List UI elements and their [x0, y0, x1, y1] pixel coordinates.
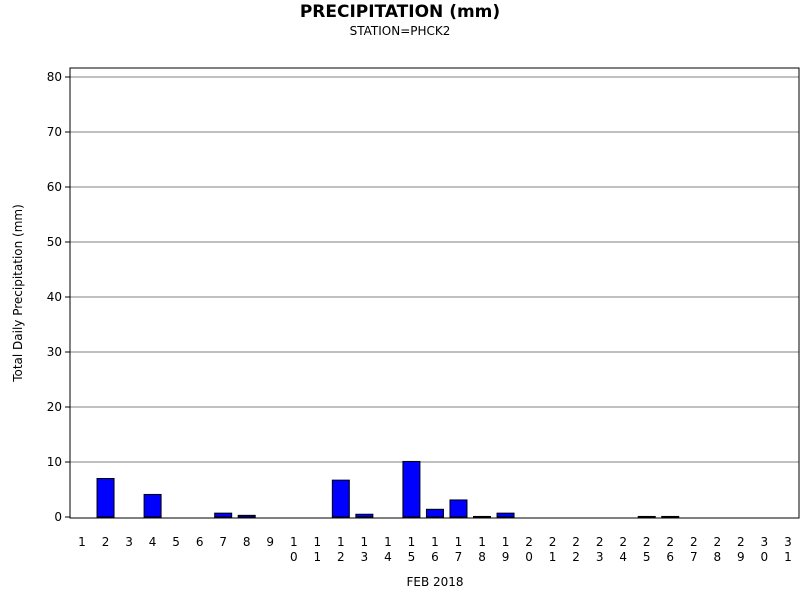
bar	[637, 515, 656, 518]
x-tick-label: 1	[549, 550, 557, 564]
y-tick-label: 10	[47, 455, 62, 469]
x-tick-label: 3	[596, 550, 604, 564]
x-tick-label: 7	[219, 535, 227, 549]
x-tick-label: 9	[737, 550, 745, 564]
bar	[96, 478, 115, 518]
x-tick-label: 7	[455, 550, 463, 564]
x-tick-label: 0	[290, 550, 298, 564]
x-tick-label: 6	[666, 550, 674, 564]
x-tick-label: 2	[572, 535, 580, 549]
y-tick-label: 20	[47, 400, 62, 414]
x-tick-label: 1	[478, 535, 486, 549]
x-tick-label: 1	[455, 535, 463, 549]
x-tick-label: 1	[431, 535, 439, 549]
y-tick-label: 0	[54, 510, 62, 524]
x-tick-label: 0	[761, 550, 769, 564]
x-tick-label: 6	[431, 550, 439, 564]
x-tick-label: 1	[313, 550, 321, 564]
x-tick-label: 3	[761, 535, 769, 549]
x-tick-label: 2	[337, 550, 345, 564]
x-tick-label: 1	[290, 535, 298, 549]
chart-title: PRECIPITATION (mm)	[300, 2, 500, 22]
y-tick-label: 60	[47, 180, 62, 194]
x-tick-label: 4	[384, 550, 392, 564]
x-tick-label: 2	[713, 535, 721, 549]
bar	[425, 508, 444, 518]
x-tick-label: 5	[643, 550, 651, 564]
bar	[473, 515, 492, 518]
bar	[331, 479, 350, 518]
x-tick-label: 1	[313, 535, 321, 549]
x-tick-label: 2	[666, 535, 674, 549]
x-tick-label: 5	[408, 550, 416, 564]
x-tick-label: 8	[478, 550, 486, 564]
x-tick-label: 1	[361, 535, 369, 549]
bar	[661, 515, 680, 518]
y-tick-label: 80	[47, 70, 62, 84]
bar-series	[96, 460, 680, 518]
x-tick-label: 6	[196, 535, 204, 549]
x-tick-label: 4	[149, 535, 157, 549]
x-tick-label: 9	[502, 550, 510, 564]
x-tick-label: 2	[737, 535, 745, 549]
bar	[237, 514, 256, 518]
chart-subtitle: STATION=PHCK2	[350, 24, 451, 38]
x-tick-label: 2	[619, 535, 627, 549]
bar	[402, 460, 421, 518]
x-tick-label: 2	[102, 535, 110, 549]
x-tick-label: 2	[596, 535, 604, 549]
x-tick-label: 3	[361, 550, 369, 564]
x-tick-label: 2	[690, 535, 698, 549]
x-axis-label: FEB 2018	[406, 575, 463, 589]
y-tick-label: 50	[47, 235, 62, 249]
x-tick-label: 2	[549, 535, 557, 549]
x-tick-label: 5	[172, 535, 180, 549]
x-tick-label: 2	[525, 535, 533, 549]
x-tick-label: 8	[713, 550, 721, 564]
bar	[355, 513, 374, 518]
x-tick-label: 4	[619, 550, 627, 564]
bar	[143, 493, 162, 518]
x-axis: 1 2 3 4 5 6 7 8 9 1011121314151617181920212223242…	[78, 535, 792, 564]
x-tick-label: 0	[525, 550, 533, 564]
x-tick-label: 1	[408, 535, 416, 549]
x-tick-label: 1	[784, 550, 792, 564]
x-tick-label: 1	[502, 535, 510, 549]
y-axis: 0 10 20 30 40 50 60 70 80	[47, 70, 70, 524]
y-axis-label: Total Daily Precipitation (mm)	[11, 204, 25, 383]
x-tick-label: 1	[384, 535, 392, 549]
x-tick-label: 3	[784, 535, 792, 549]
x-tick-label: 1	[78, 535, 86, 549]
x-tick-label: 9	[266, 535, 274, 549]
x-tick-label: 1	[337, 535, 345, 549]
x-tick-label: 2	[572, 550, 580, 564]
plot-area-border	[69, 67, 800, 519]
x-tick-label: 3	[125, 535, 133, 549]
y-tick-label: 70	[47, 125, 62, 139]
gridlines	[70, 76, 799, 463]
x-tick-label: 7	[690, 550, 698, 564]
x-tick-label: 2	[643, 535, 651, 549]
x-tick-label: 8	[243, 535, 251, 549]
y-tick-label: 40	[47, 290, 62, 304]
bar	[449, 499, 468, 518]
bar	[496, 512, 515, 518]
bar	[214, 512, 233, 518]
y-tick-label: 30	[47, 345, 62, 359]
